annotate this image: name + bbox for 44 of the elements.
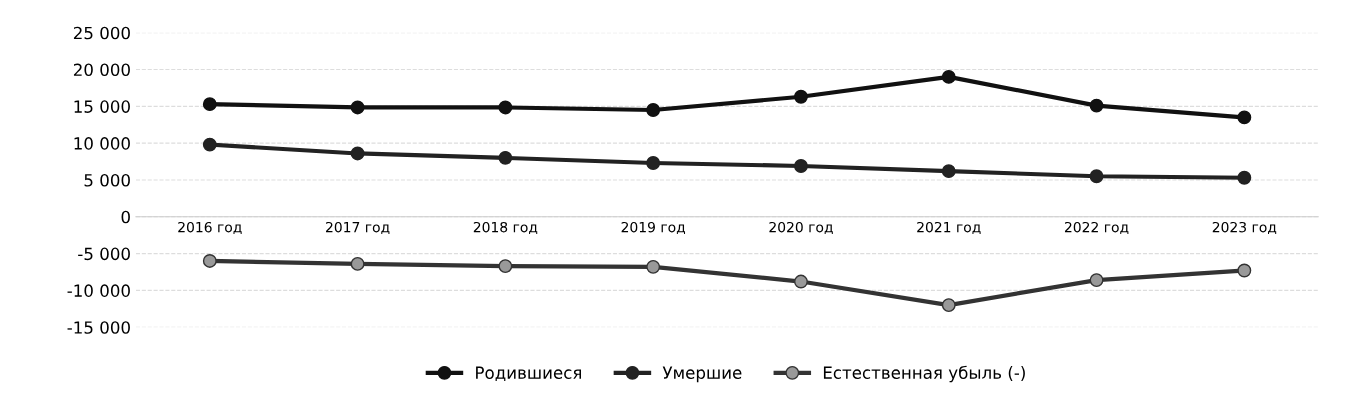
y-tick-label: -10 000 [67,284,130,297]
legend-label: Умершие [662,366,742,383]
point [646,103,661,117]
x-tick-label: 2017 год [326,221,390,235]
point [1237,170,1252,185]
x-tick-label: 2020 год [769,221,833,235]
point [350,256,365,271]
point [202,137,217,152]
point [350,146,365,161]
y-tick-label: 10 000 [74,137,130,150]
y-tick-label: 25 000 [73,26,130,40]
point [794,159,808,173]
point [350,100,365,115]
y-tick-label: 20 000 [73,63,130,77]
y-tick-label: 0 [121,210,130,224]
y-tick-label: 15 000 [74,100,130,113]
point [1089,169,1104,184]
y-tick-label: -5 000 [78,247,130,261]
point [1237,263,1252,278]
x-tick-label: 2018 год [473,221,538,235]
point [1237,110,1252,125]
point [1089,273,1104,288]
point [498,150,513,165]
legend-label: Естественная убыль (-) [823,365,1025,383]
legend-label: Родившиеся [476,366,581,382]
point [202,97,217,112]
point [794,89,808,104]
point [1089,98,1104,113]
y-tick-label: 5 000 [84,173,130,187]
point [941,164,956,179]
point [794,274,808,289]
y-tick-label: -15 000 [67,321,130,334]
x-tick-label: 2019 год [621,221,686,235]
x-tick-label: 2022 год [1064,221,1129,235]
point [646,259,661,274]
x-tick-label: 2016 год [178,221,242,235]
point [941,69,956,84]
x-tick-label: 2021 год [917,221,981,235]
point [202,253,217,268]
x-tick-label: 2023 год [1212,221,1277,235]
point [498,100,513,115]
point [498,259,513,274]
point [646,156,661,170]
point [941,298,956,313]
